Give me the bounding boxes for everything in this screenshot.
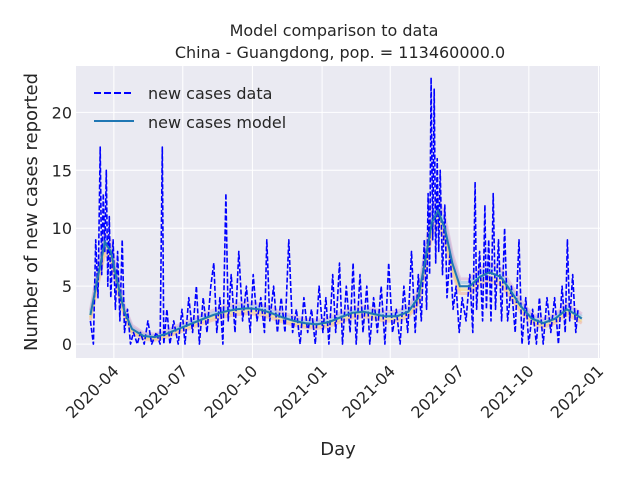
legend-label-data: new cases data (148, 84, 272, 103)
y-tick-label: 0 (62, 335, 72, 354)
model-ensemble-line (88, 221, 583, 342)
chart-subtitle: China - Guangdong, pop. = 113460000.0 (175, 43, 505, 62)
legend-label-model: new cases model (148, 113, 286, 132)
x-tick-label: 2020-04 (62, 361, 123, 422)
y-axis-label: Number of new cases reported (21, 73, 42, 351)
x-tick-label: 2021-01 (270, 361, 331, 422)
chart-title: Model comparison to data (230, 21, 439, 40)
y-tick-label: 20 (52, 103, 72, 122)
series-layer (89, 76, 583, 345)
series-line-new-cases-model (89, 208, 583, 339)
series-line-new-cases-data (89, 76, 579, 345)
y-tick-label: 10 (52, 219, 72, 238)
x-tick-label: 2021-07 (407, 361, 468, 422)
x-axis-label: Day (320, 439, 356, 460)
legend: new cases data new cases model (94, 84, 286, 132)
x-tick-label: 2021-04 (338, 361, 399, 422)
x-tick-label: 2022-01 (547, 361, 608, 422)
model-ensemble-line (88, 214, 583, 341)
x-tick-label: 2020-10 (201, 361, 262, 422)
x-tick-label: 2020-07 (131, 361, 192, 422)
x-tick-label: 2021-10 (477, 361, 538, 422)
y-tick-label: 15 (52, 161, 72, 180)
y-tick-label: 5 (62, 277, 72, 296)
